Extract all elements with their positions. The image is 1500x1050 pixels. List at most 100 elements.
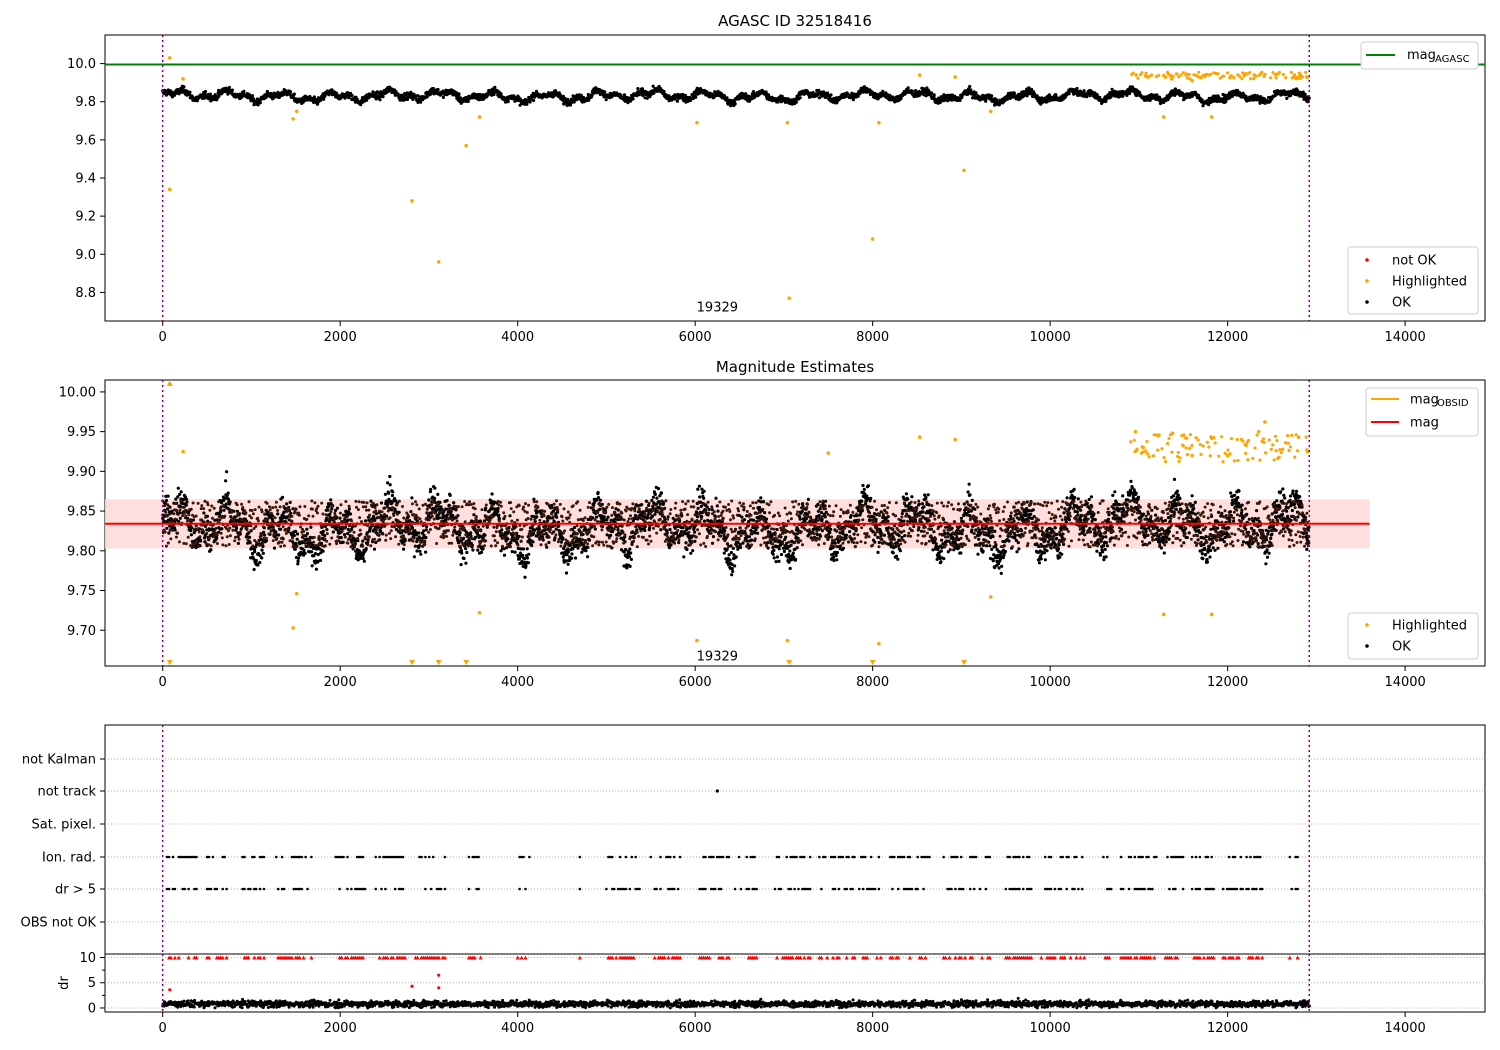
ok-point (629, 551, 633, 555)
ok-point (282, 510, 286, 514)
ok-point (656, 487, 661, 491)
ok-point (436, 492, 440, 496)
panel-title: Magnitude Estimates (716, 358, 874, 376)
ok-point (236, 541, 240, 546)
highlighted-point (477, 115, 482, 119)
ok-point (604, 98, 608, 102)
ok-point (230, 88, 234, 92)
ok-point (447, 503, 451, 507)
ok-point (272, 546, 277, 550)
ok-point (369, 499, 373, 503)
highlighted-point (787, 296, 792, 300)
ok-point (338, 516, 342, 520)
ok-point (331, 530, 335, 534)
ok-point (277, 533, 281, 537)
highlighted-point (785, 120, 790, 125)
ok-point (994, 98, 999, 102)
ok-point (176, 486, 180, 490)
ok-point (707, 507, 711, 511)
ok-point (659, 491, 664, 495)
ok-point (696, 487, 700, 491)
highlighted-point (1181, 71, 1186, 75)
legend-marker (1365, 300, 1369, 304)
ok-point (506, 100, 510, 104)
ok-point (288, 500, 292, 504)
ok-point (517, 534, 521, 539)
highlighted-point (1274, 76, 1278, 80)
x-tick-label: 0 (159, 330, 167, 345)
ok-point (280, 495, 285, 499)
ok-point (653, 512, 657, 516)
ok-point (258, 101, 262, 105)
obsid-annotation: 19329 (697, 301, 738, 316)
ok-point (794, 100, 798, 104)
ok-point (460, 551, 464, 555)
ok-point (969, 88, 973, 92)
ok-point (185, 497, 189, 501)
ok-point (521, 547, 526, 551)
highlighted-point (1297, 71, 1301, 75)
ok-point (497, 513, 501, 517)
ok-point (383, 492, 387, 496)
ok-point (628, 547, 632, 551)
ok-point (640, 503, 644, 507)
ok-point (199, 539, 203, 543)
ok-point (179, 490, 183, 494)
ok-point (566, 547, 570, 551)
ok-point (510, 550, 514, 554)
ok-point (465, 550, 469, 555)
ok-point (220, 527, 224, 531)
highlighted-point (1289, 70, 1293, 74)
ok-point (502, 553, 507, 557)
highlighted-point (988, 109, 993, 114)
ok-point (167, 531, 171, 535)
ok-point (1114, 90, 1119, 94)
ok-point (472, 513, 476, 517)
ok-point (559, 540, 564, 544)
ok-point (419, 100, 423, 104)
ok-point (627, 555, 632, 559)
highlighted-point (1140, 71, 1144, 75)
ok-point (261, 551, 265, 555)
ok-point (227, 85, 231, 90)
ok-point (419, 552, 423, 556)
ok-point (185, 500, 189, 504)
ok-point (565, 553, 569, 557)
ok-point (305, 527, 309, 531)
ok-point (254, 558, 258, 563)
ok-point (222, 508, 226, 512)
ok-point (662, 89, 666, 94)
ok-point (798, 96, 802, 100)
ok-point (309, 525, 313, 529)
ok-point (493, 85, 497, 89)
ok-point (285, 502, 289, 506)
axes-frame (104, 34, 1486, 322)
ok-point (296, 562, 300, 566)
ok-point (702, 496, 706, 500)
ok-point (391, 490, 395, 494)
ok-point (636, 87, 640, 91)
ok-point (362, 559, 366, 563)
x-tick-label: 2000 (324, 330, 357, 345)
highlighted-point (1188, 77, 1192, 81)
highlighted-point (1249, 77, 1253, 81)
ok-point (263, 533, 267, 537)
ok-point (586, 545, 590, 549)
ok-point (295, 532, 300, 536)
ok-point (387, 491, 391, 495)
highlighted-point (291, 117, 295, 121)
ok-point (669, 543, 673, 547)
highlighted-point (870, 237, 875, 241)
ok-point (348, 512, 353, 516)
ok-point (537, 524, 541, 528)
ok-point (253, 550, 257, 554)
ok-point (829, 93, 833, 97)
x-tick-label: 10000 (1029, 675, 1070, 690)
highlighted-point (1237, 74, 1242, 78)
ok-point (191, 518, 195, 522)
y-tick-label: 9.90 (67, 465, 96, 480)
ok-point (466, 99, 470, 103)
ok-point (644, 499, 649, 503)
ok-point (394, 90, 398, 94)
ok-point (366, 538, 370, 542)
